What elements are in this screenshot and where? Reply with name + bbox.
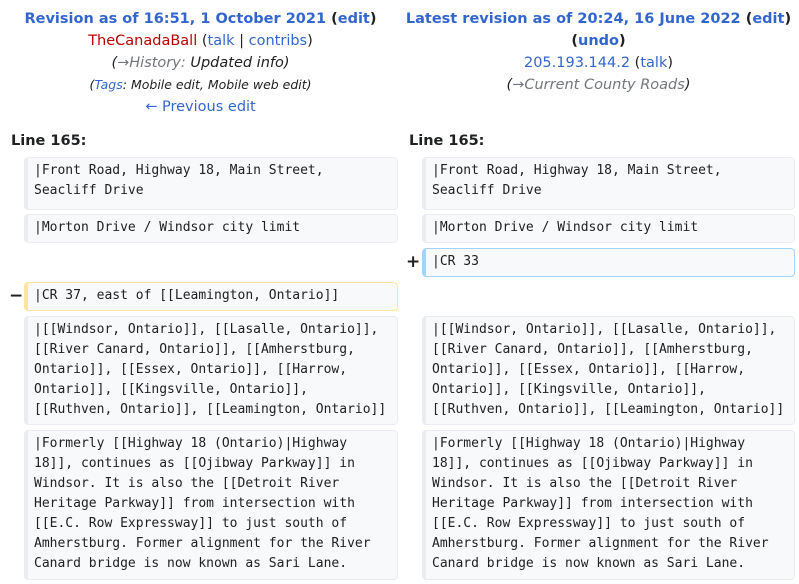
new-summary-arrow: → [512, 77, 525, 93]
previous-edit-link[interactable]: ← Previous edit [145, 99, 256, 115]
added-line-marker: + [406, 252, 421, 272]
deleted-line-marker: − [9, 286, 24, 306]
added-line: |CR 33 [422, 248, 795, 277]
new-revision-talk-link[interactable]: talk [640, 55, 668, 71]
old-context-line-2: |Morton Drive / Windsor city limit [24, 214, 398, 243]
old-line-number: Line 165: [11, 133, 87, 149]
new-revision-header: Latest revision as of 20:24, 16 June 202… [398, 8, 799, 96]
old-revision-summary: (→History: Updated info) [111, 55, 290, 71]
deleted-line: |CR 37, east of [[Leamington, Ontario]] [24, 282, 398, 311]
previous-edit-line: ← Previous edit [0, 96, 401, 118]
old-revision-talk-link[interactable]: talk [207, 33, 235, 49]
new-revision-link[interactable]: Latest revision as of 20:24, 16 June 202… [405, 11, 741, 27]
tags-link[interactable]: Tags [94, 77, 123, 92]
old-revision-user-link[interactable]: TheCanadaBall [88, 33, 198, 49]
new-context-line-3: |[[Windsor, Ontario]], [[Lasalle, Ontari… [422, 316, 795, 425]
old-context-line-4: |Formerly [[Highway 18 (Ontario)|Highway… [24, 430, 398, 580]
old-revision-title-line: Revision as of 16:51, 1 October 2021 (ed… [24, 11, 377, 27]
new-context-line-4: |Formerly [[Highway 18 (Ontario)|Highway… [422, 430, 795, 580]
old-summary-arrow: → [117, 55, 130, 71]
old-context-line-3: |[[Windsor, Ontario]], [[Lasalle, Ontari… [24, 316, 398, 425]
old-revision-user-line: TheCanadaBall (talk | contribs) [88, 33, 313, 49]
undo-link[interactable]: undo [578, 33, 619, 49]
old-summary-section-link[interactable]: →History: [117, 55, 186, 71]
new-revision-user-line: 205.193.144.2 (talk) [523, 55, 674, 71]
new-revision-edit-link[interactable]: edit [752, 11, 785, 27]
new-revision-summary: (→Current County Roads) [506, 77, 691, 93]
new-line-number: Line 165: [409, 133, 485, 149]
old-revision-header: Revision as of 16:51, 1 October 2021 (ed… [0, 8, 401, 118]
new-context-line-1: |Front Road, Highway 18, Main Street, Se… [422, 157, 795, 210]
new-context-line-2: |Morton Drive / Windsor city limit [422, 214, 795, 243]
old-summary-section: History: [129, 55, 186, 71]
old-summary-text: Updated info [190, 55, 284, 71]
new-summary-section-link[interactable]: →Current County Roads [512, 77, 685, 93]
new-summary-section: Current County Roads [524, 77, 685, 93]
new-revision-title-line: Latest revision as of 20:24, 16 June 202… [405, 11, 792, 27]
tags-text: : Mobile edit, Mobile web edit [122, 77, 307, 92]
old-revision-tags: (Tags: Mobile edit, Mobile web edit) [89, 77, 312, 92]
old-context-line-1: |Front Road, Highway 18, Main Street, Se… [24, 157, 398, 210]
old-revision-link[interactable]: Revision as of 16:51, 1 October 2021 [24, 11, 327, 27]
new-revision-user-link[interactable]: 205.193.144.2 [523, 55, 631, 71]
new-revision-undo-line: (undo) [571, 33, 626, 49]
old-revision-contribs-link[interactable]: contribs [248, 33, 308, 49]
old-revision-edit-link[interactable]: edit [337, 11, 370, 27]
